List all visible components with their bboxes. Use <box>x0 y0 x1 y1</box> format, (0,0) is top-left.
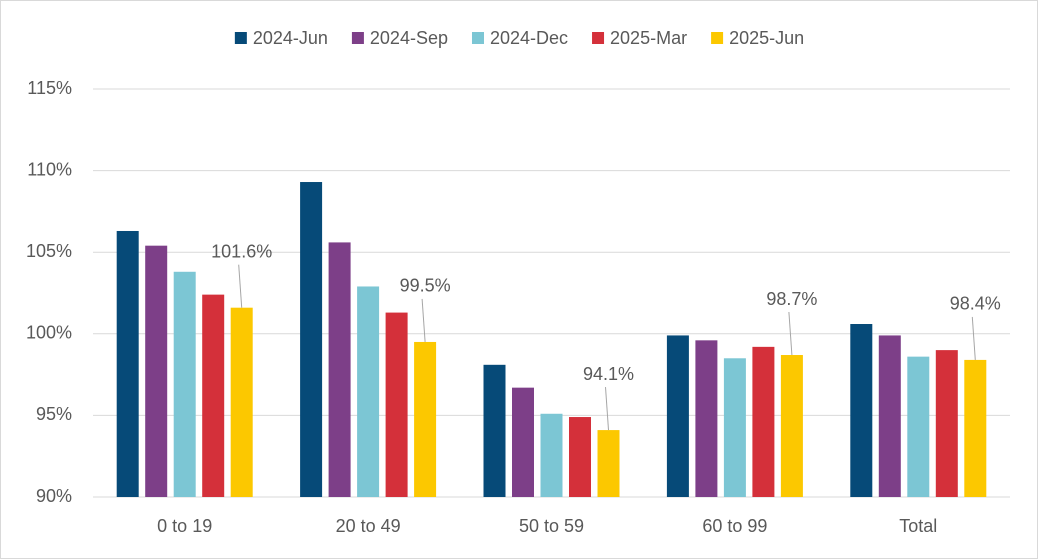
legend-swatch <box>234 32 247 44</box>
bar <box>752 346 775 497</box>
x-tick-label: 50 to 59 <box>519 516 584 536</box>
bar <box>935 350 958 497</box>
data-label: 99.5% <box>400 276 451 296</box>
bar <box>173 271 196 497</box>
leader-line <box>971 316 976 360</box>
legend-swatch <box>592 32 605 44</box>
y-tick-label: 110% <box>27 159 72 179</box>
bar <box>569 417 591 497</box>
legend-label: 2025-Jun <box>729 28 804 48</box>
bar <box>230 307 253 497</box>
bar <box>907 356 930 497</box>
bar <box>414 341 437 497</box>
legend-label: 2024-Dec <box>490 28 568 48</box>
bar <box>780 355 803 497</box>
leader-line <box>605 387 609 431</box>
data-label: 94.1% <box>583 364 634 384</box>
bar <box>512 387 534 497</box>
leader-line <box>788 311 793 356</box>
data-label: 98.7% <box>766 289 817 309</box>
bar <box>145 245 168 497</box>
bar <box>964 359 987 497</box>
bar <box>666 335 689 497</box>
legend-swatch <box>351 32 364 44</box>
x-tick-label: Total <box>899 516 937 536</box>
leader-line <box>238 264 243 308</box>
bar <box>483 364 506 497</box>
bar <box>116 230 139 497</box>
bar <box>202 294 225 497</box>
bar <box>540 413 563 497</box>
bar <box>878 335 901 497</box>
leader-line <box>421 298 426 342</box>
y-tick-label: 100% <box>26 323 72 343</box>
bar <box>357 286 380 497</box>
bar <box>300 182 323 498</box>
legend-swatch <box>711 32 724 44</box>
x-tick-label: 60 to 99 <box>702 516 767 536</box>
bar <box>328 242 351 497</box>
legend-label: 2024-Jun <box>253 28 328 48</box>
legend-swatch <box>471 32 484 44</box>
y-tick-label: 105% <box>26 241 72 261</box>
data-label: 101.6% <box>211 241 272 261</box>
bar <box>385 312 408 497</box>
bar <box>850 324 873 497</box>
bar <box>695 340 718 497</box>
x-tick-label: 20 to 49 <box>336 516 401 536</box>
bar <box>723 358 746 497</box>
legend-label: 2024-Sep <box>370 28 448 48</box>
y-tick-label: 90% <box>36 486 72 506</box>
y-tick-label: 115% <box>27 78 72 98</box>
x-tick-label: 0 to 19 <box>157 516 212 536</box>
bar <box>597 430 620 497</box>
y-tick-label: 95% <box>36 404 72 424</box>
legend-label: 2025-Mar <box>610 28 687 48</box>
data-label: 98.4% <box>950 294 1001 314</box>
